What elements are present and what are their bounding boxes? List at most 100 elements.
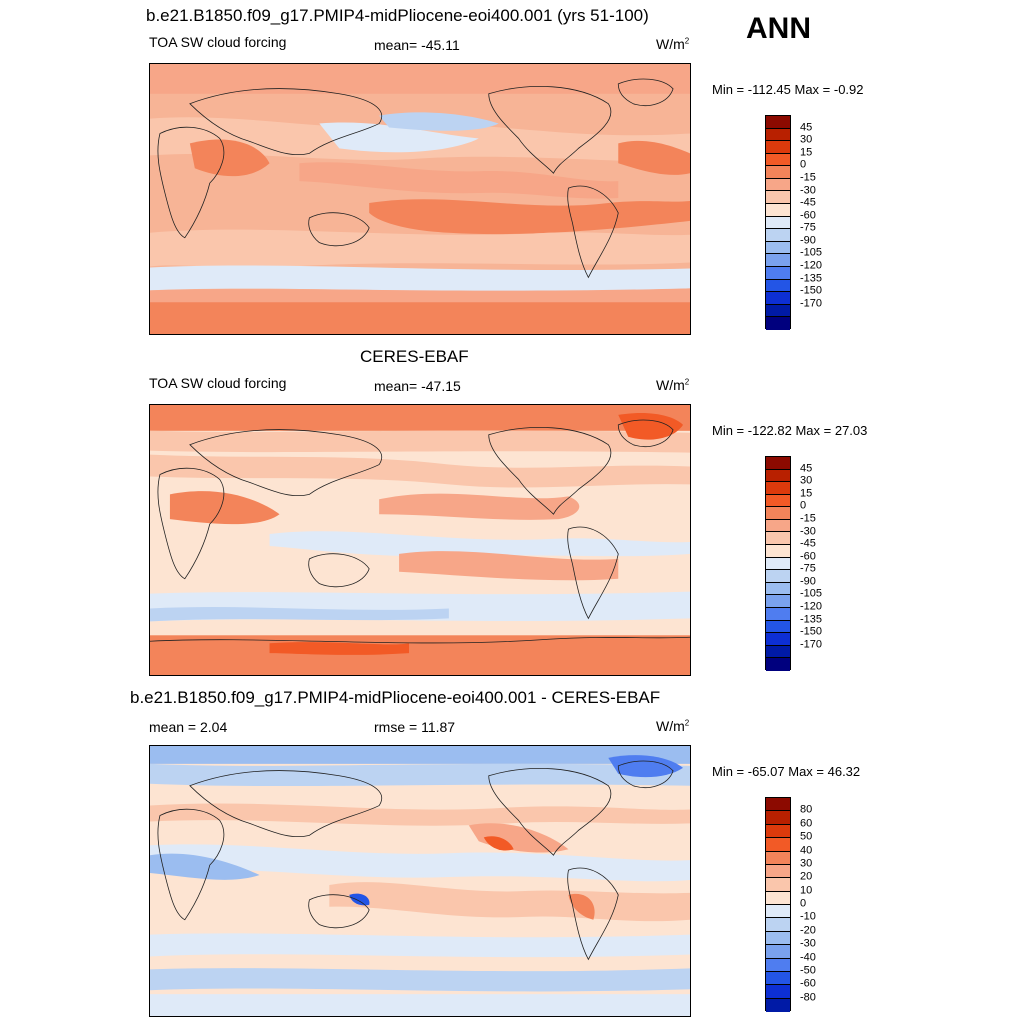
colorbar-swatch — [766, 191, 790, 205]
colorbar-tick-label: 80 — [800, 803, 813, 816]
colorbar-tick-label: -50 — [800, 964, 816, 977]
colorbar-swatch — [766, 905, 790, 919]
colorbar-swatch — [766, 166, 790, 179]
colorbar-swatch — [766, 292, 790, 305]
colorbar-swatch — [766, 241, 790, 255]
colorbar-tick-label: 30 — [800, 857, 813, 870]
colorbar-swatch — [766, 645, 790, 659]
panel-2-minmax: Min = -122.82 Max = 27.03 — [712, 423, 868, 438]
colorbar-swatch — [766, 128, 790, 142]
colorbar-swatch — [766, 945, 790, 959]
colorbar-swatch — [766, 469, 790, 483]
season-label: ANN — [746, 12, 811, 45]
colorbar-swatch — [766, 998, 790, 1012]
colorbar-tick-label: 0 — [800, 897, 807, 910]
colorbar-swatch — [766, 204, 790, 217]
colorbar-swatch — [766, 494, 790, 508]
panel-3-minmax: Min = -65.07 Max = 46.32 — [712, 764, 861, 779]
colorbar-tick-label: -30 — [800, 184, 816, 197]
colorbar-swatch — [766, 658, 790, 671]
panel-2-variable-label: TOA SW cloud forcing — [149, 375, 287, 391]
colorbar-tick-label: -135 — [800, 613, 823, 626]
colorbar-tick-label: -60 — [800, 209, 816, 222]
colorbar-tick-label: -60 — [800, 977, 816, 990]
colorbar-swatch — [766, 266, 790, 280]
colorbar-tick-label: 15 — [800, 487, 813, 500]
colorbar-tick-label: -60 — [800, 550, 816, 563]
colorbar-tick-label: 40 — [800, 844, 813, 856]
colorbar-swatch — [766, 254, 790, 267]
panel-2-units: W/m2 — [656, 377, 690, 393]
colorbar-tick-label: -170 — [800, 297, 823, 310]
colorbar-swatch — [766, 851, 790, 865]
colorbar-swatch — [766, 582, 790, 596]
panel-1-units: W/m2 — [656, 36, 690, 52]
panel-2-mean-label: mean= -47.15 — [374, 378, 461, 394]
colorbar-swatch — [766, 557, 790, 571]
colorbar-swatch — [766, 519, 790, 533]
colorbar-tick-label: -45 — [800, 196, 816, 209]
colorbar-swatch — [766, 958, 790, 972]
panel-3-mean-label: mean = 2.04 — [149, 719, 228, 735]
panel-1-colorbar — [765, 115, 791, 330]
colorbar-swatch — [766, 153, 790, 167]
colorbar-swatch — [766, 178, 790, 192]
colorbar-swatch — [766, 229, 790, 242]
colorbar-swatch — [766, 116, 790, 129]
colorbar-swatch — [766, 985, 790, 999]
panel-1-minmax: Min = -112.45 Max = -0.92 — [712, 82, 864, 97]
colorbar-swatch — [766, 317, 790, 330]
colorbar-swatch — [766, 918, 790, 932]
colorbar-tick-label: 15 — [800, 146, 813, 159]
colorbar-swatch — [766, 633, 790, 646]
colorbar-swatch — [766, 545, 790, 558]
colorbar-swatch — [766, 216, 790, 230]
colorbar-tick-label: 10 — [800, 884, 813, 897]
colorbar-swatch — [766, 595, 790, 608]
colorbar-swatch — [766, 532, 790, 546]
colorbar-swatch — [766, 798, 790, 812]
colorbar-tick-label: 20 — [800, 870, 813, 883]
colorbar-tick-label: -45 — [800, 537, 816, 550]
colorbar-swatch — [766, 141, 790, 154]
colorbar-tick-label: -105 — [800, 246, 823, 259]
panel-3-map — [149, 745, 691, 1017]
colorbar-tick-label: 0 — [800, 158, 807, 171]
colorbar-tick-label: -75 — [800, 221, 816, 234]
colorbar-tick-label: 30 — [800, 133, 813, 146]
colorbar-swatch — [766, 304, 790, 318]
colorbar-tick-label: -75 — [800, 562, 816, 575]
panel-2-colorbar — [765, 456, 791, 671]
colorbar-tick-label: -90 — [800, 575, 816, 588]
panel-2-map — [149, 404, 691, 676]
colorbar-tick-label: -10 — [800, 910, 816, 923]
colorbar-swatch — [766, 279, 790, 293]
panel-1-mean-label: mean= -45.11 — [374, 37, 460, 53]
colorbar-tick-label: -120 — [800, 600, 823, 613]
colorbar-tick-label: -30 — [800, 525, 816, 538]
colorbar-swatch — [766, 864, 790, 879]
colorbar-swatch — [766, 931, 790, 946]
panel-3-units: W/m2 — [656, 718, 690, 734]
colorbar-tick-label: -120 — [800, 259, 823, 272]
colorbar-tick-label: 45 — [800, 121, 813, 134]
colorbar-tick-label: -150 — [800, 284, 823, 297]
colorbar-swatch — [766, 457, 790, 470]
colorbar-tick-label: -90 — [800, 234, 816, 247]
colorbar-swatch — [766, 570, 790, 583]
colorbar-tick-label: 0 — [800, 499, 807, 512]
colorbar-swatch — [766, 838, 790, 852]
colorbar-tick-label: -40 — [800, 951, 816, 963]
colorbar-tick-label: 60 — [800, 817, 813, 830]
colorbar-swatch — [766, 811, 790, 825]
colorbar-tick-label: -170 — [800, 638, 823, 651]
panel-3-colorbar — [765, 797, 791, 1012]
colorbar-swatch — [766, 971, 790, 986]
colorbar-swatch — [766, 607, 790, 621]
colorbar-tick-label: 45 — [800, 462, 813, 475]
panel-3-rmse-label: rmse = 11.87 — [374, 719, 456, 735]
colorbar-swatch — [766, 824, 790, 839]
panel-2-title: CERES-EBAF — [360, 347, 469, 366]
colorbar-tick-label: 50 — [800, 830, 813, 843]
panel-1-title: b.e21.B1850.f09_g17.PMIP4-midPliocene-eo… — [146, 6, 649, 25]
